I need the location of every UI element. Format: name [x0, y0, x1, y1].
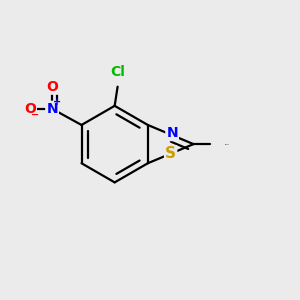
Text: N: N: [166, 126, 178, 140]
Text: −: −: [31, 110, 39, 120]
Text: S: S: [165, 146, 176, 161]
Text: O: O: [46, 80, 58, 94]
Text: methyl: methyl: [225, 143, 230, 145]
Text: Cl: Cl: [110, 65, 125, 79]
Text: Cl: Cl: [110, 65, 125, 79]
Text: O: O: [24, 102, 36, 116]
Text: +: +: [53, 97, 62, 107]
Text: N: N: [46, 102, 58, 116]
